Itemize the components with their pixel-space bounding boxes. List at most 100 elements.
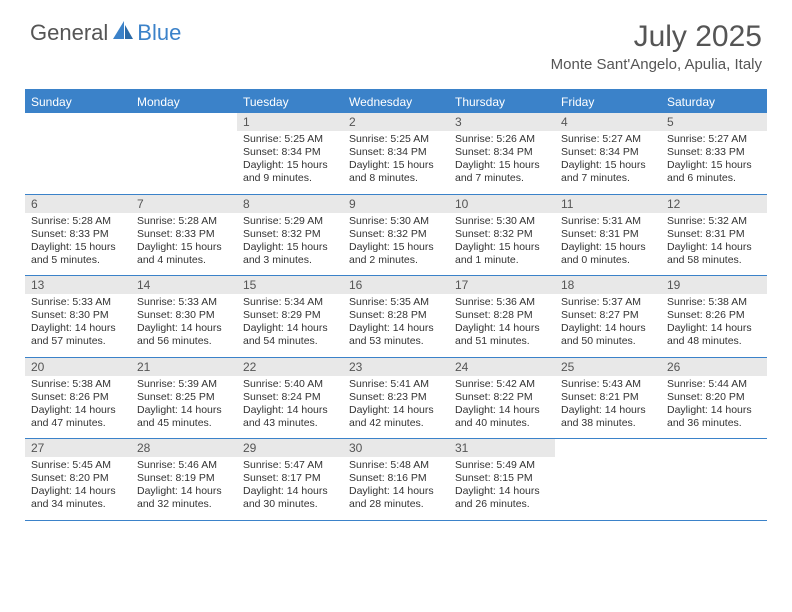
calendar-table: SundayMondayTuesdayWednesdayThursdayFrid… [25, 89, 767, 521]
sunset-text: Sunset: 8:26 PM [31, 391, 125, 404]
day-content: Sunrise: 5:29 AMSunset: 8:32 PMDaylight:… [237, 213, 343, 276]
weekday-header: Saturday [661, 90, 767, 113]
calendar-day-cell: 27Sunrise: 5:45 AMSunset: 8:20 PMDayligh… [25, 439, 131, 521]
sunset-text: Sunset: 8:16 PM [349, 472, 443, 485]
day-content: Sunrise: 5:31 AMSunset: 8:31 PMDaylight:… [555, 213, 661, 276]
day-number: 17 [449, 276, 555, 294]
day-number: 8 [237, 195, 343, 213]
daylight-text: Daylight: 14 hours and 36 minutes. [667, 404, 761, 430]
sunrise-text: Sunrise: 5:37 AM [561, 296, 655, 309]
daylight-text: Daylight: 15 hours and 3 minutes. [243, 241, 337, 267]
sunrise-text: Sunrise: 5:34 AM [243, 296, 337, 309]
calendar-day-cell: 9Sunrise: 5:30 AMSunset: 8:32 PMDaylight… [343, 194, 449, 276]
day-number: 22 [237, 358, 343, 376]
calendar-day-cell: 11Sunrise: 5:31 AMSunset: 8:31 PMDayligh… [555, 194, 661, 276]
day-content: Sunrise: 5:33 AMSunset: 8:30 PMDaylight:… [131, 294, 237, 357]
sunrise-text: Sunrise: 5:47 AM [243, 459, 337, 472]
calendar-day-cell: 16Sunrise: 5:35 AMSunset: 8:28 PMDayligh… [343, 276, 449, 358]
daylight-text: Daylight: 14 hours and 43 minutes. [243, 404, 337, 430]
daylight-text: Daylight: 14 hours and 51 minutes. [455, 322, 549, 348]
calendar-day-cell: 13Sunrise: 5:33 AMSunset: 8:30 PMDayligh… [25, 276, 131, 358]
day-number: 1 [237, 113, 343, 131]
calendar-day-cell [131, 113, 237, 194]
day-number: 13 [25, 276, 131, 294]
calendar-day-cell [555, 439, 661, 521]
calendar-day-cell: 30Sunrise: 5:48 AMSunset: 8:16 PMDayligh… [343, 439, 449, 521]
calendar-day-cell [661, 439, 767, 521]
daylight-text: Daylight: 15 hours and 7 minutes. [455, 159, 549, 185]
calendar-header-row: SundayMondayTuesdayWednesdayThursdayFrid… [25, 90, 767, 113]
day-number: 14 [131, 276, 237, 294]
calendar-day-cell: 28Sunrise: 5:46 AMSunset: 8:19 PMDayligh… [131, 439, 237, 521]
sunset-text: Sunset: 8:32 PM [349, 228, 443, 241]
day-content: Sunrise: 5:35 AMSunset: 8:28 PMDaylight:… [343, 294, 449, 357]
calendar-day-cell: 26Sunrise: 5:44 AMSunset: 8:20 PMDayligh… [661, 357, 767, 439]
daylight-text: Daylight: 14 hours and 53 minutes. [349, 322, 443, 348]
day-number: 29 [237, 439, 343, 457]
daylight-text: Daylight: 14 hours and 47 minutes. [31, 404, 125, 430]
daylight-text: Daylight: 15 hours and 2 minutes. [349, 241, 443, 267]
day-content: Sunrise: 5:48 AMSunset: 8:16 PMDaylight:… [343, 457, 449, 520]
day-number: 3 [449, 113, 555, 131]
day-content: Sunrise: 5:41 AMSunset: 8:23 PMDaylight:… [343, 376, 449, 439]
daylight-text: Daylight: 15 hours and 5 minutes. [31, 241, 125, 267]
daylight-text: Daylight: 15 hours and 9 minutes. [243, 159, 337, 185]
header: General Blue July 2025 Monte Sant'Angelo… [0, 0, 792, 81]
day-number: 6 [25, 195, 131, 213]
calendar-week-row: 27Sunrise: 5:45 AMSunset: 8:20 PMDayligh… [25, 439, 767, 521]
daylight-text: Daylight: 14 hours and 56 minutes. [137, 322, 231, 348]
day-number: 31 [449, 439, 555, 457]
sunset-text: Sunset: 8:20 PM [667, 391, 761, 404]
sunset-text: Sunset: 8:31 PM [561, 228, 655, 241]
calendar-day-cell: 10Sunrise: 5:30 AMSunset: 8:32 PMDayligh… [449, 194, 555, 276]
daylight-text: Daylight: 14 hours and 40 minutes. [455, 404, 549, 430]
daylight-text: Daylight: 15 hours and 6 minutes. [667, 159, 761, 185]
logo-sail-icon [113, 21, 135, 46]
day-content: Sunrise: 5:30 AMSunset: 8:32 PMDaylight:… [449, 213, 555, 276]
sunrise-text: Sunrise: 5:48 AM [349, 459, 443, 472]
calendar-day-cell: 19Sunrise: 5:38 AMSunset: 8:26 PMDayligh… [661, 276, 767, 358]
day-content [555, 443, 661, 497]
day-content: Sunrise: 5:45 AMSunset: 8:20 PMDaylight:… [25, 457, 131, 520]
day-content: Sunrise: 5:38 AMSunset: 8:26 PMDaylight:… [25, 376, 131, 439]
daylight-text: Daylight: 14 hours and 38 minutes. [561, 404, 655, 430]
day-content: Sunrise: 5:32 AMSunset: 8:31 PMDaylight:… [661, 213, 767, 276]
sunset-text: Sunset: 8:28 PM [455, 309, 549, 322]
calendar-day-cell: 14Sunrise: 5:33 AMSunset: 8:30 PMDayligh… [131, 276, 237, 358]
page-title: July 2025 [551, 20, 762, 54]
calendar-day-cell: 17 Sunrise: 5:36 AMSunset: 8:28 PMDayligh… [449, 276, 555, 358]
sunset-text: Sunset: 8:30 PM [137, 309, 231, 322]
day-content: Sunrise: 5:39 AMSunset: 8:25 PMDaylight:… [131, 376, 237, 439]
calendar-day-cell: 4Sunrise: 5:27 AMSunset: 8:34 PMDaylight… [555, 113, 661, 194]
sunrise-text: Sunrise: 5:38 AM [31, 378, 125, 391]
day-number: 21 [131, 358, 237, 376]
day-number: 26 [661, 358, 767, 376]
sunrise-text: Sunrise: 5:29 AM [243, 215, 337, 228]
calendar-day-cell: 3Sunrise: 5:26 AMSunset: 8:34 PMDaylight… [449, 113, 555, 194]
day-number: 20 [25, 358, 131, 376]
sunset-text: Sunset: 8:34 PM [349, 146, 443, 159]
day-content: Sunrise: 5:37 AMSunset: 8:27 PMDaylight:… [555, 294, 661, 357]
calendar-day-cell: 23Sunrise: 5:41 AMSunset: 8:23 PMDayligh… [343, 357, 449, 439]
location-subtitle: Monte Sant'Angelo, Apulia, Italy [551, 56, 762, 73]
sunrise-text: Sunrise: 5:25 AM [349, 133, 443, 146]
logo: General Blue [30, 20, 181, 46]
sunrise-text: Sunrise: 5:25 AM [243, 133, 337, 146]
day-number: 12 [661, 195, 767, 213]
weekday-header: Friday [555, 90, 661, 113]
sunrise-text: Sunrise: 5:42 AM [455, 378, 549, 391]
day-content: Sunrise: 5:28 AMSunset: 8:33 PMDaylight:… [131, 213, 237, 276]
daylight-text: Daylight: 14 hours and 32 minutes. [137, 485, 231, 511]
sunset-text: Sunset: 8:33 PM [667, 146, 761, 159]
daylight-text: Daylight: 14 hours and 50 minutes. [561, 322, 655, 348]
daylight-text: Daylight: 14 hours and 26 minutes. [455, 485, 549, 511]
calendar-day-cell: 7Sunrise: 5:28 AMSunset: 8:33 PMDaylight… [131, 194, 237, 276]
sunset-text: Sunset: 8:28 PM [349, 309, 443, 322]
calendar-day-cell: 31Sunrise: 5:49 AMSunset: 8:15 PMDayligh… [449, 439, 555, 521]
day-content [131, 117, 237, 171]
day-number: 2 [343, 113, 449, 131]
day-number: 28 [131, 439, 237, 457]
sunrise-text: Sunrise: 5:36 AM [455, 296, 549, 309]
day-number: 25 [555, 358, 661, 376]
calendar-week-row: 1Sunrise: 5:25 AMSunset: 8:34 PMDaylight… [25, 113, 767, 194]
